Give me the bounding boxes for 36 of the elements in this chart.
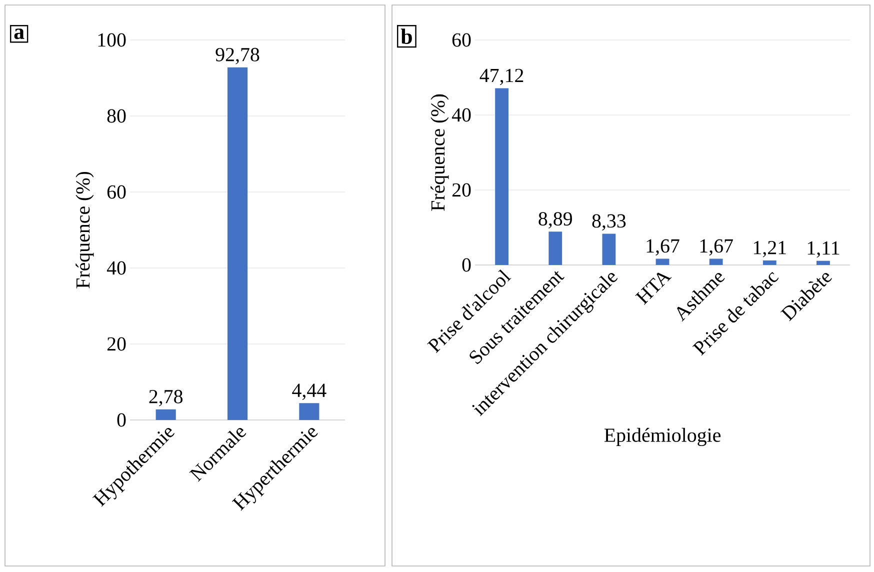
- bar: [709, 258, 723, 265]
- x-tick-label: HTA: [635, 272, 672, 305]
- bar: [156, 409, 176, 420]
- data-label: 1,67: [646, 239, 680, 256]
- x-axis-title: Epidémiologie: [604, 428, 720, 446]
- bar: [656, 258, 670, 265]
- data-label: 1,11: [808, 241, 840, 258]
- data-label: 47,12: [480, 68, 524, 86]
- data-label: 1,21: [754, 240, 786, 258]
- y-tick-label: 0: [117, 413, 126, 427]
- data-label: 2,78: [149, 390, 183, 406]
- bar: [299, 403, 320, 420]
- bar: [762, 260, 776, 265]
- y-tick-label: 60: [452, 33, 471, 47]
- y-tick-label: 40: [106, 261, 126, 275]
- y-axis-title: Fréquence (%): [430, 94, 449, 211]
- y-axis-title: Fréquence (%): [76, 172, 94, 288]
- data-label: 1,67: [700, 239, 733, 256]
- y-tick-label: 80: [107, 109, 126, 123]
- text: b: [400, 28, 412, 44]
- data-label: 92,78: [216, 48, 260, 64]
- bar: [548, 232, 562, 265]
- y-tick-label: 60: [107, 185, 126, 199]
- data-label: 8,33: [592, 214, 626, 231]
- y-tick-label: 40: [452, 108, 471, 122]
- y-tick-label: 20: [452, 183, 471, 197]
- bar: [495, 88, 508, 265]
- bar: [816, 260, 830, 265]
- data-label: 8,89: [538, 212, 572, 228]
- y-tick-label: 100: [98, 33, 126, 47]
- y-tick-label: 20: [107, 337, 126, 351]
- data-label: 4,44: [292, 384, 326, 400]
- bar: [602, 234, 616, 265]
- bar: [227, 67, 248, 420]
- text: a: [14, 28, 24, 40]
- y-tick-label: 0: [462, 258, 471, 272]
